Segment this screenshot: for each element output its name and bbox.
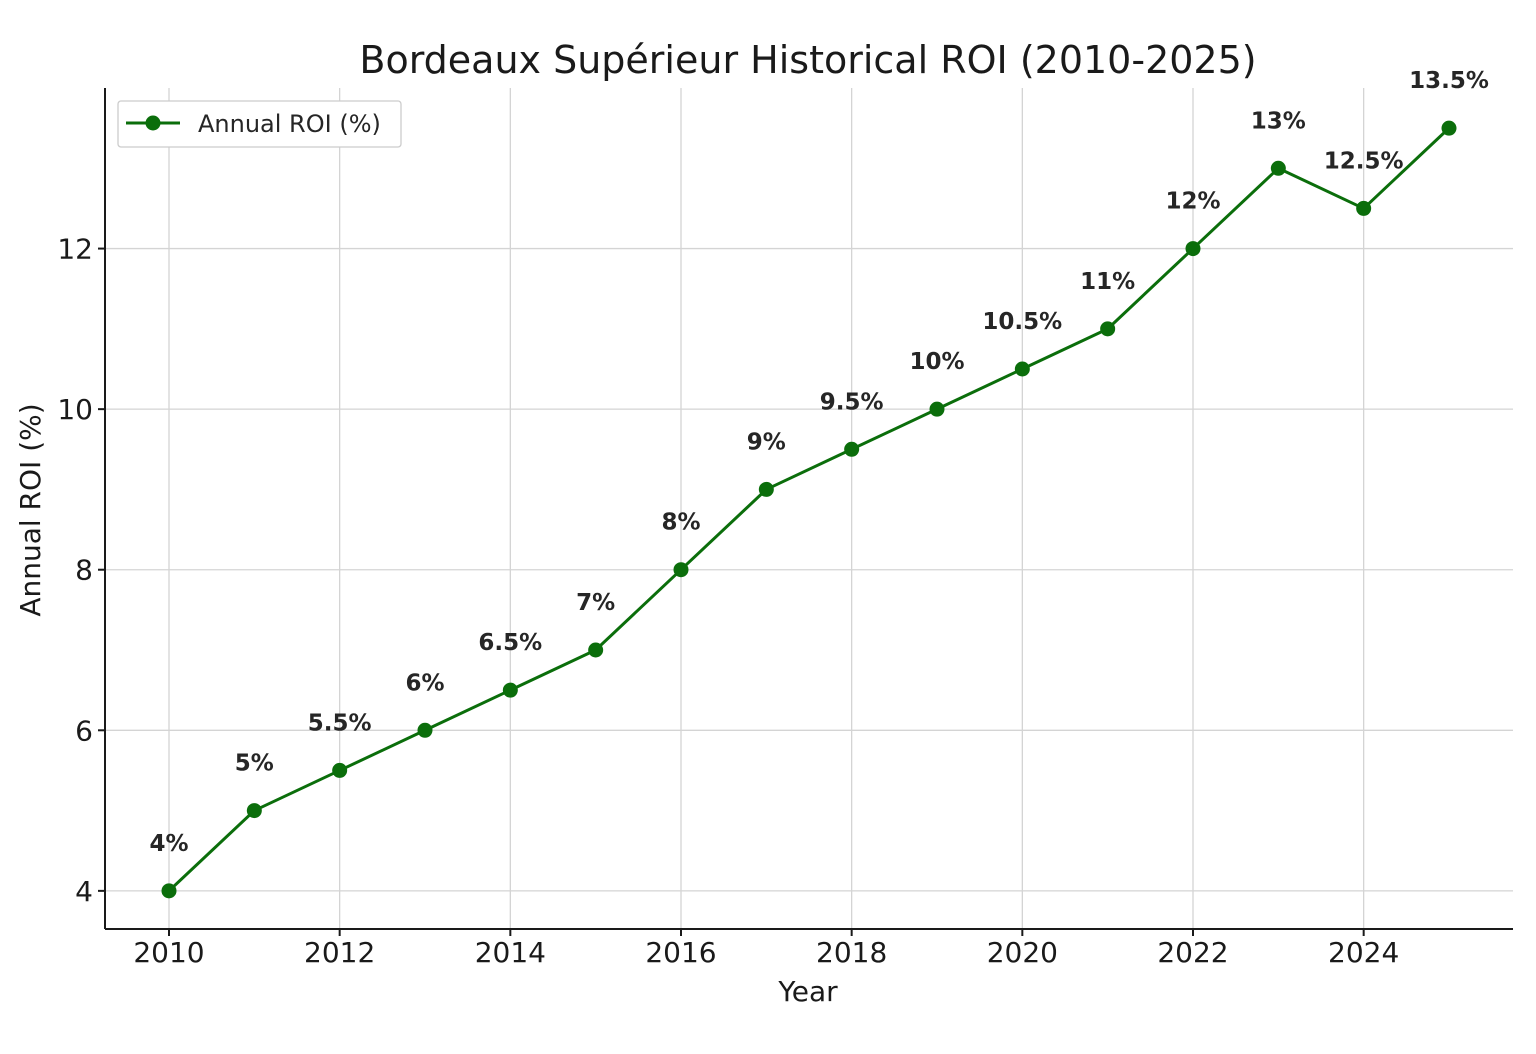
data-point-2022 <box>1185 241 1201 257</box>
data-point-2012 <box>332 762 348 778</box>
legend-entry-label: Annual ROI (%) <box>198 110 381 138</box>
x-tick-label-2018: 2018 <box>816 936 887 969</box>
data-label-2023: 13% <box>1251 108 1306 134</box>
series-line-annual-roi <box>167 127 1451 892</box>
data-point-2015 <box>588 642 604 658</box>
axes-layer: 2010 2012 2014 2016 2018 2020 2022 2024 4 6 8 10 12 <box>57 88 1513 969</box>
data-point-2010 <box>161 883 177 899</box>
data-label-2010: 4% <box>149 831 188 857</box>
data-point-2011 <box>246 803 262 819</box>
y-tick-label-4: 4 <box>75 875 93 908</box>
data-point-2016 <box>673 562 689 578</box>
x-tick-label-2012: 2012 <box>304 936 375 969</box>
data-point-2024 <box>1356 200 1372 216</box>
data-label-2015: 7% <box>576 590 615 616</box>
data-label-2025: 13.5% <box>1409 68 1489 94</box>
x-tick-label-2014: 2014 <box>475 936 546 969</box>
data-label-2012: 5.5% <box>308 710 372 736</box>
data-labels-layer: 4% 5% 5.5% 6% 6.5% 7% 8% 9% 9.5% 10% 10.5% 11% 12% 13… <box>149 68 1488 857</box>
legend: Annual ROI (%) <box>117 100 402 148</box>
data-point-2020 <box>1014 361 1030 377</box>
data-label-2018: 9.5% <box>820 389 884 415</box>
data-point-2025 <box>1441 120 1457 136</box>
data-point-2014 <box>502 682 518 698</box>
legend-box <box>117 100 402 148</box>
x-tick-label-2016: 2016 <box>645 936 716 969</box>
y-tick-label-8: 8 <box>75 554 93 587</box>
y-tick-label-12: 12 <box>57 233 93 266</box>
series-layer <box>161 120 1457 899</box>
x-tick-label-2010: 2010 <box>133 936 204 969</box>
y-axis-label: Annual ROI (%) <box>14 403 47 616</box>
x-axis-label: Year <box>777 975 838 1008</box>
data-point-2017 <box>758 481 774 497</box>
y-tick-label-10: 10 <box>57 393 93 426</box>
data-label-2022: 12% <box>1165 189 1220 215</box>
chart-title: Bordeaux Supérieur Historical ROI (2010-… <box>359 38 1256 82</box>
grid-layer <box>105 88 1513 929</box>
data-label-2017: 9% <box>747 429 786 455</box>
data-label-2020: 10.5% <box>982 309 1062 335</box>
data-point-2021 <box>1100 321 1116 337</box>
data-label-2013: 6% <box>405 670 444 696</box>
data-label-2021: 11% <box>1080 269 1135 295</box>
data-label-2019: 10% <box>909 349 964 375</box>
data-label-2014: 6.5% <box>478 630 542 656</box>
x-tick-label-2020: 2020 <box>987 936 1058 969</box>
data-point-2013 <box>417 722 433 738</box>
x-tick-label-2024: 2024 <box>1328 936 1399 969</box>
data-point-2023 <box>1270 160 1286 176</box>
x-tick-label-2022: 2022 <box>1157 936 1228 969</box>
data-point-2018 <box>844 441 860 457</box>
data-point-2019 <box>929 401 945 417</box>
data-label-2024: 12.5% <box>1324 148 1404 174</box>
data-label-2011: 5% <box>235 751 274 777</box>
y-tick-label-6: 6 <box>75 714 93 747</box>
data-label-2016: 8% <box>661 510 700 536</box>
legend-swatch-marker <box>145 115 161 131</box>
